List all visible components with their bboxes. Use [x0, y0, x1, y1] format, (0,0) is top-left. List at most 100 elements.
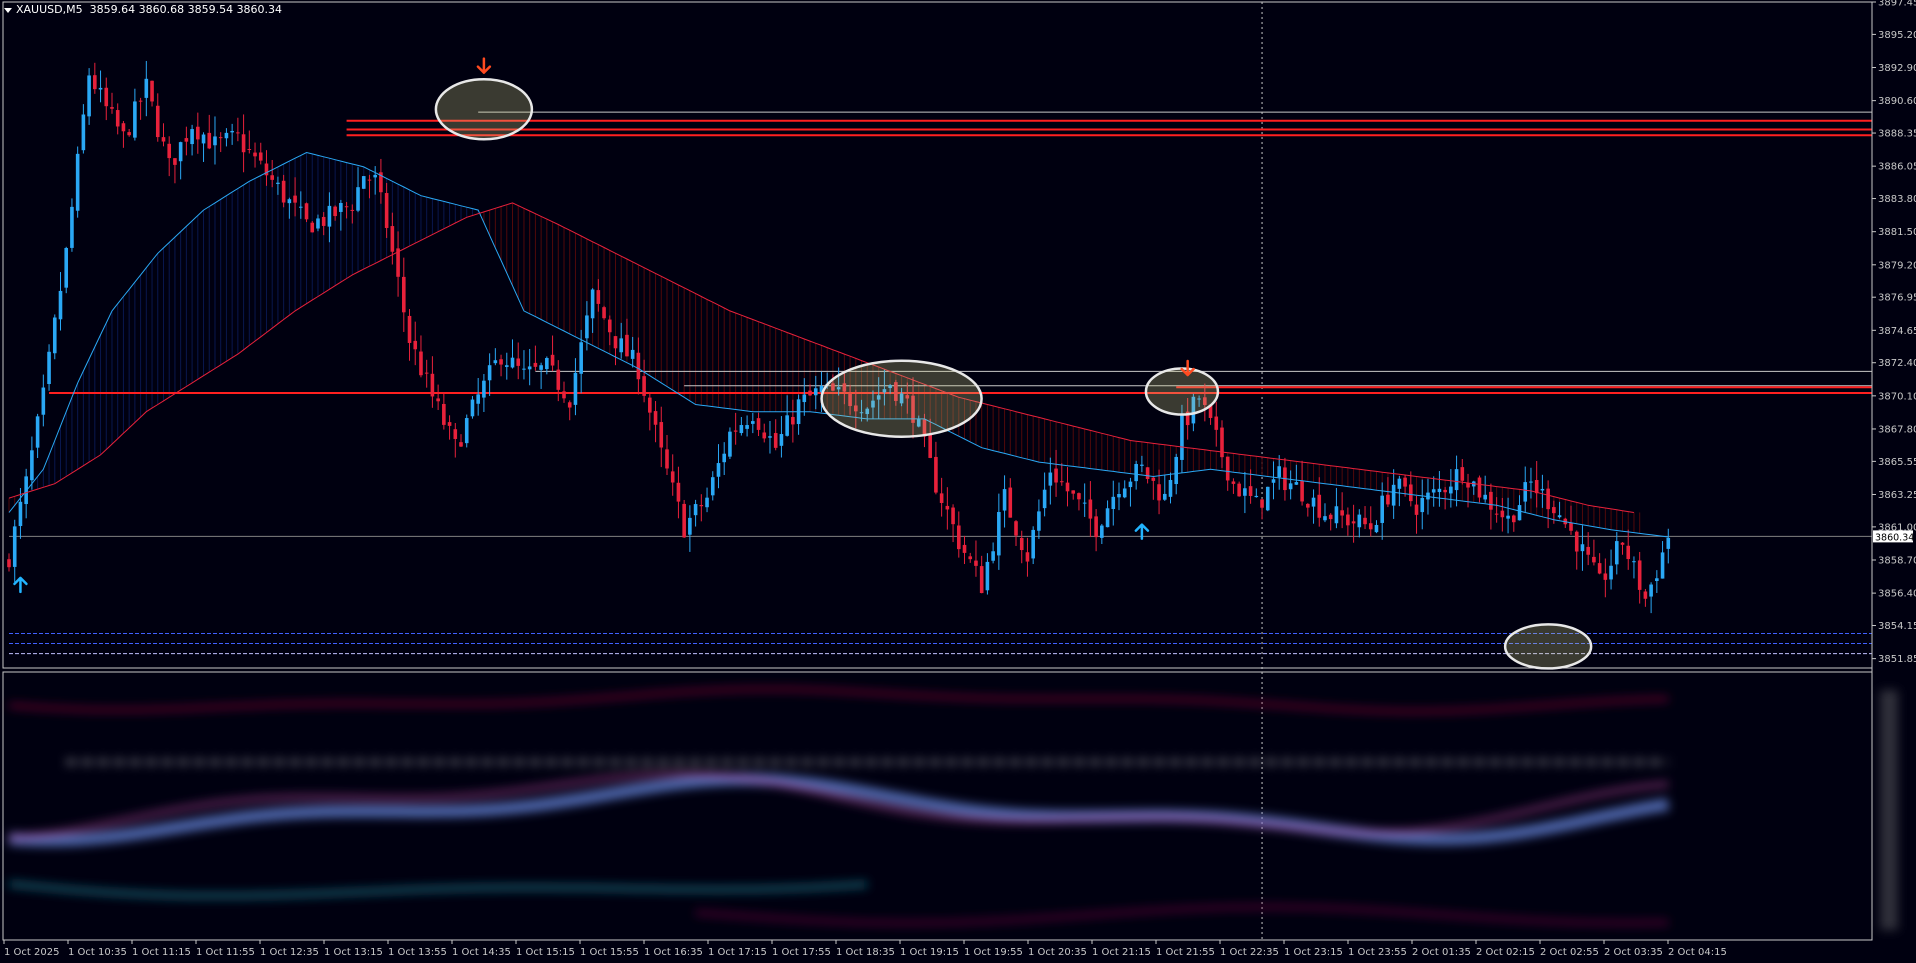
- bull-candle: [985, 561, 990, 591]
- bull-candle: [836, 387, 841, 390]
- bear-candle: [682, 503, 686, 538]
- bear-candle: [110, 107, 114, 109]
- bull-candle: [1271, 479, 1276, 483]
- bull-candle: [1031, 529, 1035, 559]
- price-tick-label: 3854.15: [1878, 621, 1916, 632]
- price-tick-label: 3851.85: [1878, 654, 1916, 665]
- bull-candle: [361, 176, 366, 189]
- bear-candle: [762, 432, 767, 439]
- bear-candle: [670, 471, 675, 483]
- bear-candle: [173, 158, 177, 165]
- main-price-pane[interactable]: [2, 1, 1873, 940]
- bull-candle: [178, 142, 183, 162]
- bull-candle: [98, 87, 103, 90]
- bull-candle: [81, 114, 86, 151]
- bull-candle: [899, 393, 904, 404]
- bull-candle: [871, 400, 875, 408]
- fast-moving-average-line: [8, 151, 1669, 538]
- bull-candle: [213, 136, 217, 146]
- bull-candle: [276, 182, 280, 184]
- bull-candle: [1523, 482, 1528, 502]
- ohlc-readout: 3859.64 3860.68 3859.54 3860.34: [89, 3, 283, 16]
- bear-candle: [1094, 516, 1098, 538]
- price-tick-label: 3892.90: [1878, 63, 1916, 74]
- bull-candle: [705, 497, 709, 508]
- bear-candle: [1071, 490, 1076, 494]
- bull-candle: [12, 526, 17, 567]
- bear-candle: [842, 383, 847, 392]
- price-tick-label: 3867.80: [1878, 424, 1916, 435]
- bear-candle: [596, 290, 601, 304]
- time-tick-label: 1 Oct 23:15: [1284, 947, 1343, 958]
- indicator-line-signal: [8, 770, 1669, 841]
- bull-candle: [1483, 494, 1487, 500]
- bear-candle: [613, 336, 618, 349]
- bear-candle: [1185, 411, 1190, 426]
- bull-candle: [1277, 466, 1282, 478]
- bull-candle: [316, 218, 320, 229]
- bull-candle: [1254, 495, 1259, 498]
- bull-candle: [688, 517, 692, 535]
- bear-candle: [1019, 537, 1024, 551]
- price-tick-label: 3858.70: [1878, 556, 1916, 567]
- price-tick-label: 3883.80: [1878, 194, 1916, 205]
- bear-candle: [350, 209, 355, 211]
- bull-candle: [630, 349, 635, 359]
- chevron-down-icon[interactable]: [4, 7, 12, 13]
- bull-candle: [339, 202, 343, 212]
- bull-candle: [739, 425, 744, 434]
- sell-arrow-icon: [1180, 359, 1195, 377]
- bull-candle: [1609, 565, 1613, 580]
- bull-candle: [1191, 396, 1196, 424]
- bear-candle: [567, 402, 572, 408]
- indicator-line-main: [8, 773, 1670, 847]
- bull-candle: [1334, 506, 1339, 524]
- bear-candle: [7, 559, 11, 568]
- bear-candle: [1592, 556, 1596, 563]
- bull-candle: [1426, 492, 1430, 500]
- bull-candle: [693, 504, 698, 516]
- time-tick-label: 1 Oct 14:35: [452, 947, 511, 958]
- symbol-header: XAUUSD,M5 3859.64 3860.68 3859.54 3860.3…: [4, 3, 282, 16]
- bear-candle: [791, 416, 795, 425]
- bear-candle: [699, 505, 704, 507]
- bear-candle: [1220, 427, 1224, 458]
- time-tick-label: 1 Oct 2025: [4, 947, 59, 958]
- bear-candle: [459, 442, 463, 447]
- bull-candle: [510, 357, 515, 368]
- bear-candle: [1403, 477, 1407, 487]
- bear-candle: [636, 352, 641, 380]
- bull-candle: [745, 425, 749, 429]
- bear-candle: [196, 126, 200, 140]
- bear-candle: [241, 134, 246, 153]
- bull-candle: [70, 206, 74, 248]
- indicator-subpane: [2, 671, 1898, 941]
- bear-candle: [115, 110, 120, 127]
- bull-candle: [888, 385, 892, 389]
- bear-candle: [1077, 493, 1081, 500]
- bull-candle: [1357, 514, 1362, 528]
- bear-candle: [367, 179, 372, 181]
- bear-candle: [1409, 484, 1413, 502]
- bear-candle: [1552, 507, 1556, 514]
- bear-candle: [974, 560, 978, 566]
- bear-candle: [407, 315, 412, 343]
- bull-candle: [619, 338, 624, 353]
- bear-candle: [922, 419, 927, 437]
- bear-candle: [104, 87, 109, 107]
- bull-candle: [190, 129, 194, 145]
- bear-candle: [1306, 503, 1310, 508]
- bull-candle: [327, 205, 332, 227]
- bear-candle: [207, 132, 212, 149]
- indicator-line-lower-a: [8, 880, 868, 899]
- price-tick-label: 3881.50: [1878, 227, 1916, 238]
- bull-candle: [865, 408, 870, 415]
- bear-candle: [281, 180, 286, 203]
- bull-candle: [1288, 483, 1293, 490]
- time-tick-label: 1 Oct 19:15: [900, 947, 959, 958]
- bear-candle: [1300, 480, 1304, 502]
- time-tick-label: 1 Oct 11:15: [132, 947, 191, 958]
- bear-candle: [1569, 522, 1573, 531]
- bull-candle: [1431, 489, 1436, 493]
